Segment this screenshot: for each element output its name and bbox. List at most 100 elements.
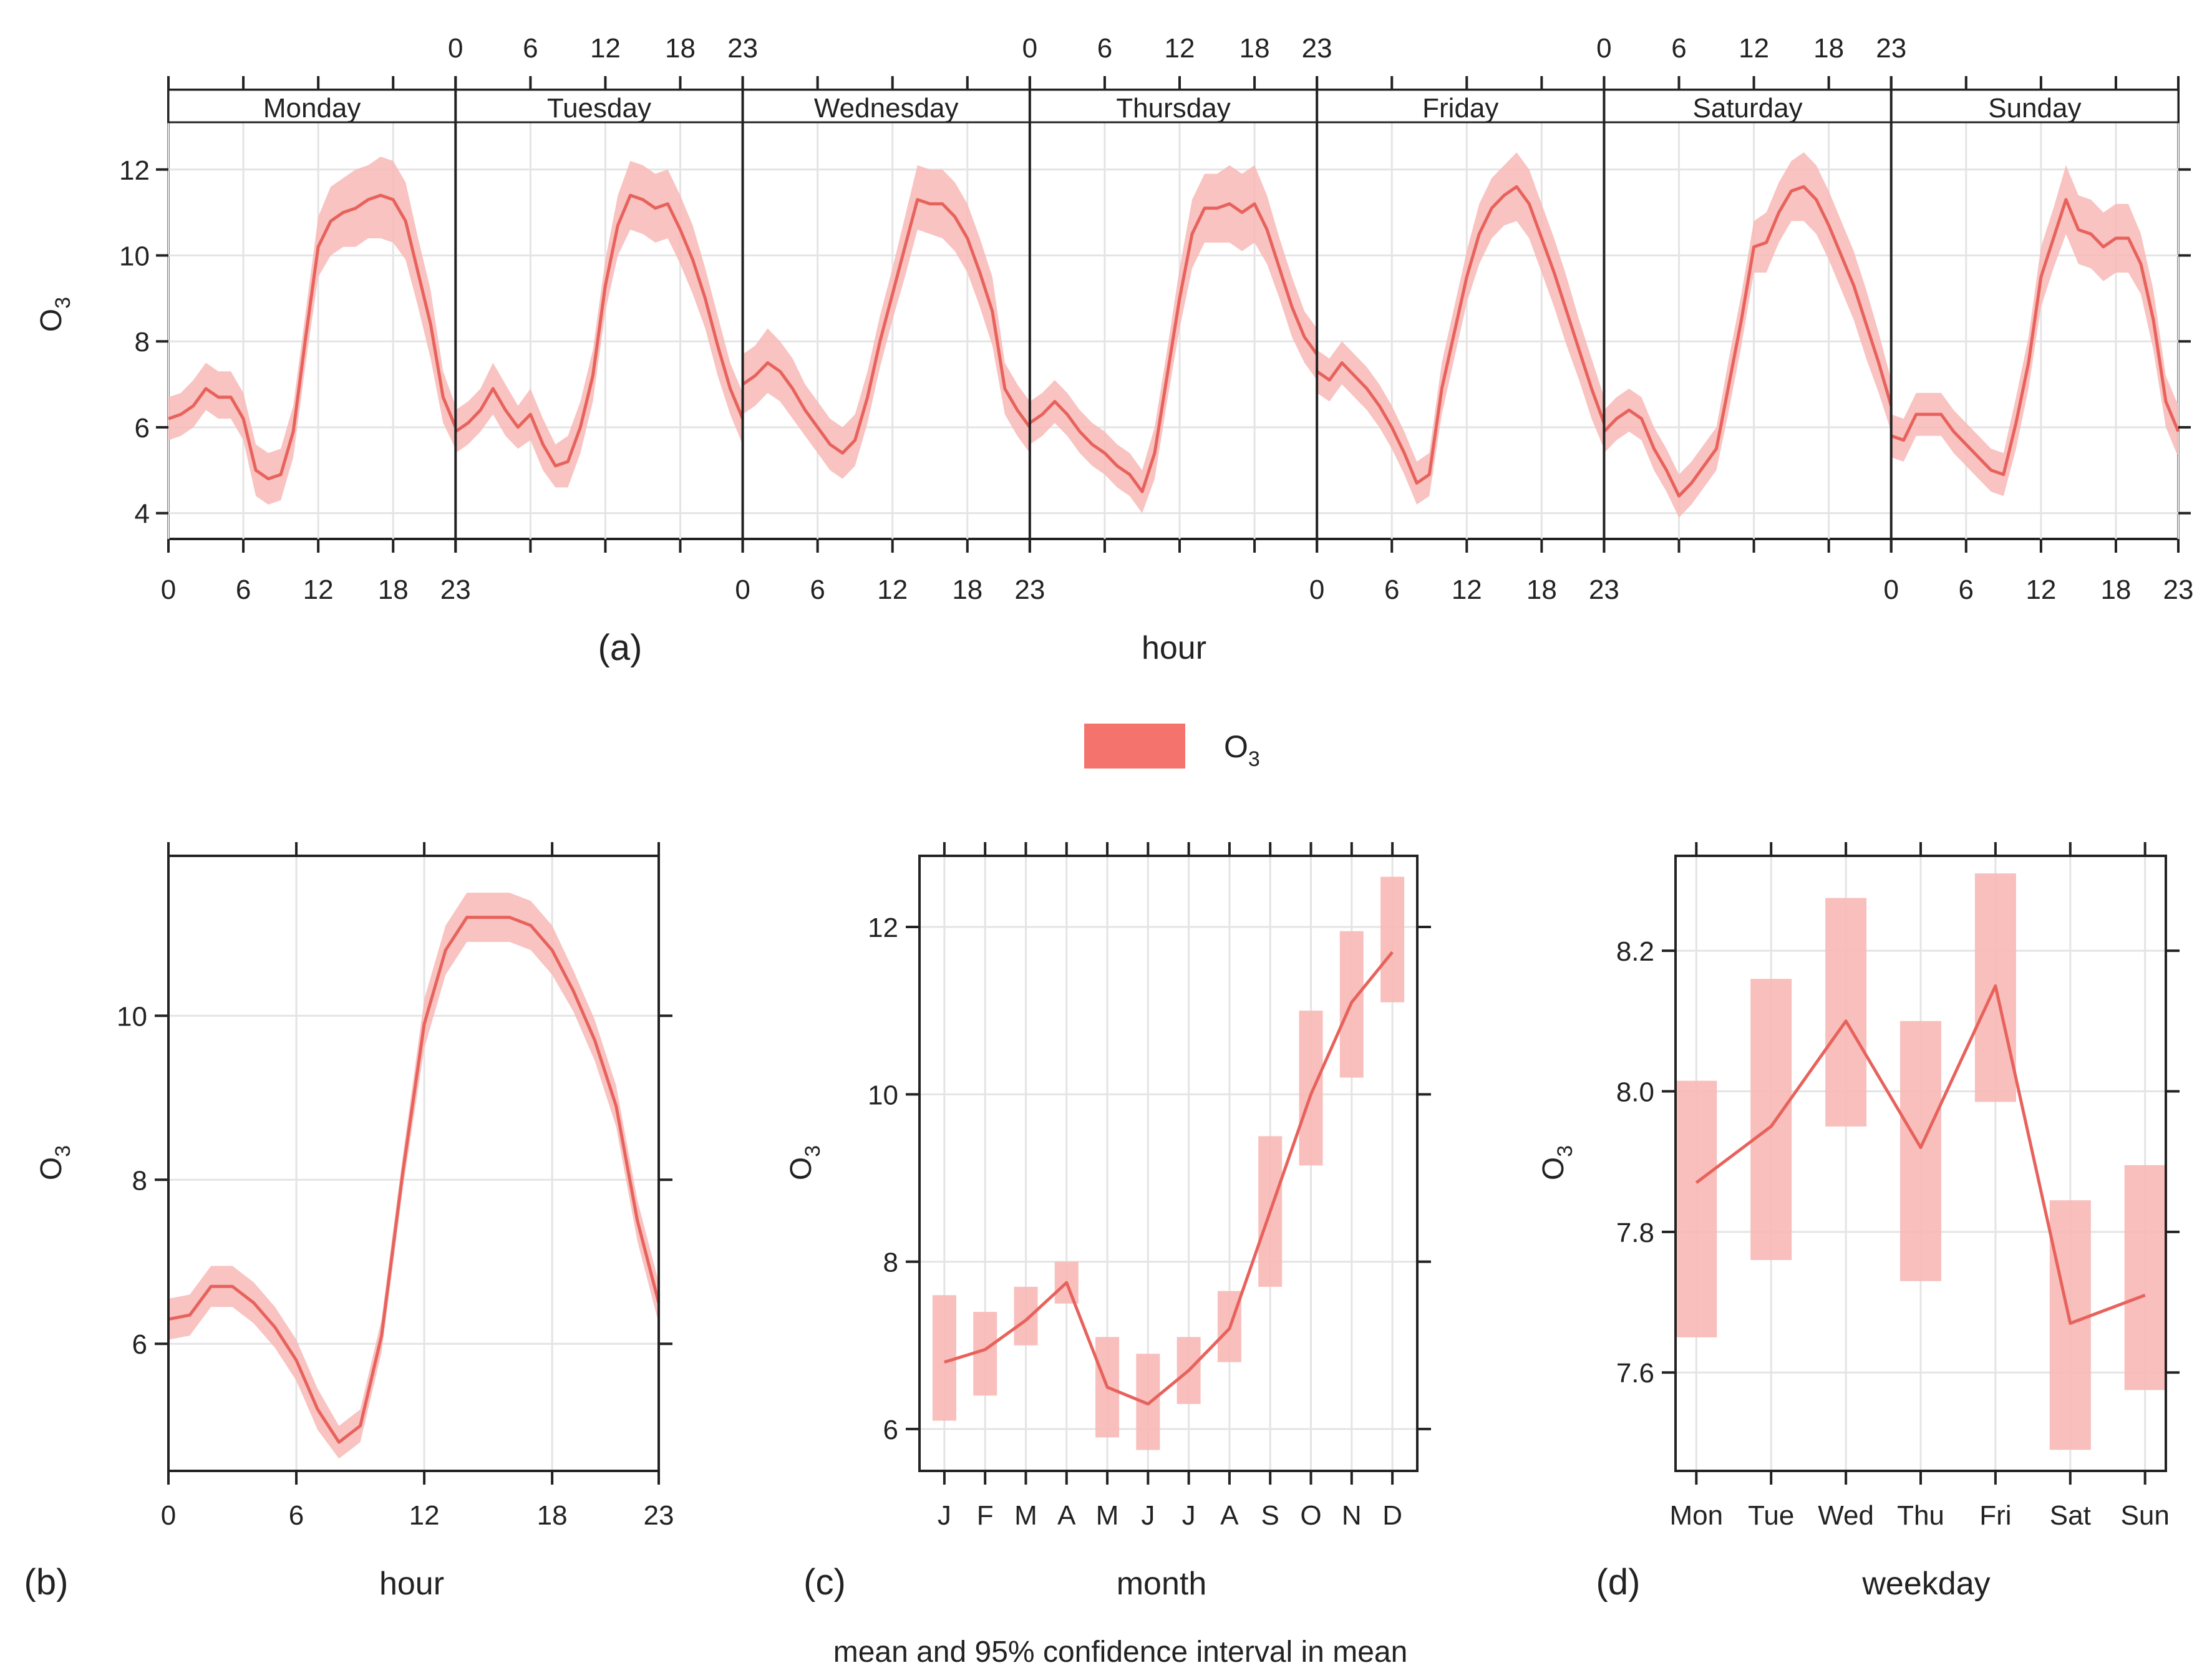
c-ci-bar-d-11 [1380,876,1405,1002]
panel-c-label: (c) [803,1562,846,1603]
x-tick-label-top: 23 [1302,33,1332,64]
c-y-tick-label: 8 [883,1248,898,1278]
panel-b-mean-line [168,916,661,1444]
panel-a-label: (a) [598,628,643,668]
panel-a-xlabel: hour [1142,630,1206,666]
x-tick-label-bottom: 18 [378,575,409,605]
d-x-tick-label: Thu [1897,1500,1944,1531]
legend-label: O3 [1224,729,1260,771]
c-x-tick-label: D [1382,1500,1402,1531]
x-tick-label-bottom: 6 [1384,575,1399,605]
x-tick-label-bottom: 23 [1014,575,1045,605]
x-tick-label-bottom: 18 [952,575,982,605]
d-ci-bar-sun-6 [2124,1165,2166,1390]
x-tick-label-bottom: 23 [2163,575,2194,605]
band-monday [168,157,456,505]
c-y-tick-label: 10 [868,1080,898,1110]
panel-a-ylabel-sub: 3 [51,297,75,309]
panel-d-mean-line [1695,984,2146,1325]
x-tick-label-bottom: 12 [877,575,908,605]
panel-b-label: (b) [24,1562,69,1603]
mean-line-monday [168,193,457,481]
band-friday [1317,152,1604,505]
panel-b-y-axis: 6 8 10 [117,1001,672,1360]
strip-saturday [1603,89,1893,124]
strip-label-tuesday: Tuesday [547,93,651,124]
d-y-tick-label: 7.8 [1616,1218,1654,1248]
c-x-tick-label: J [1141,1500,1155,1531]
x-tick-label-bottom: 12 [303,575,334,605]
c-y-tick-label: 12 [868,913,898,943]
b-mean-line [168,916,661,1444]
panel-a-mean-lines [168,185,2180,498]
x-tick-label-top: 18 [1813,33,1844,64]
x-tick-label-top: 0 [1022,33,1037,64]
figure-title: mean and 95% confidence interval in mean [833,1636,1408,1669]
x-tick-label-bottom: 6 [810,575,825,605]
x-tick-label-bottom: 23 [440,575,471,605]
panel-a-strips: Monday Tuesday Wednesday Thursday Friday Satu… [167,89,2180,124]
d-x-tick-label: Mon [1670,1500,1724,1531]
c-x-tick-label: J [1182,1500,1196,1531]
x-tick-label-bottom: 23 [1589,575,1619,605]
c-x-tick-label: F [977,1500,994,1531]
b-x-tick-label: 0 [161,1500,176,1531]
panel-b-ylabel: O3 [35,1145,75,1180]
y-tick-label: 8 [135,327,150,357]
strip-label-sunday: Sunday [1988,93,2081,124]
b-y-tick-label: 8 [132,1165,147,1196]
mean-line-sunday [1890,198,2180,477]
panel-d-confidence-bars [1676,873,2166,1450]
x-tick-label-top: 18 [1239,33,1270,64]
c-x-tick-label: J [938,1500,951,1531]
x-tick-label-top: 12 [590,33,621,64]
x-tick-label-bottom: 0 [1883,575,1898,605]
panel-b-confidence-band [168,893,659,1459]
d-ci-bar-mon-0 [1676,1080,1717,1337]
mean-line-tuesday [454,193,744,468]
panel-c-confidence-bars [932,876,1405,1450]
y-tick-label: 12 [119,155,150,186]
strip-thursday [1029,89,1318,124]
c-x-tick-label: N [1342,1500,1362,1531]
b-y-tick-label: 10 [117,1001,147,1032]
panel-b-ylabel-sub: 3 [51,1145,75,1157]
strip-label-thursday: Thursday [1116,93,1230,124]
x-tick-label-top: 12 [1739,33,1769,64]
d-ci-bar-sat-5 [2049,1200,2091,1450]
mean-line-thursday [1029,202,1319,493]
mean-line-friday [1316,185,1606,485]
b-y-tick-label: 6 [132,1329,147,1360]
strip-label-wednesday: Wednesday [814,93,959,124]
panel-b-x-axis: 0 6 12 18 23 [161,842,674,1531]
y-tick-label: 4 [135,499,150,530]
legend: O3 [1084,724,1260,771]
x-tick-label-bottom: 6 [236,575,251,605]
panel-c-frame [918,855,1419,1472]
strip-label-friday: Friday [1422,93,1498,124]
x-tick-label-bottom: 0 [735,575,750,605]
d-ci-bar-thu-3 [1900,1021,1941,1281]
strip-label-saturday: Saturday [1693,93,1803,124]
panel-a-ylabel: O3 [35,297,75,332]
d-x-tick-label: Fri [1979,1500,2011,1531]
x-tick-label-top: 18 [665,33,696,64]
strip-monday [167,89,457,124]
x-tick-label-top: 23 [727,33,758,64]
strip-label-monday: Monday [263,93,361,124]
b-x-tick-label: 18 [537,1500,568,1531]
panel-d-y-axis: 7.6 7.8 8.0 8.2 [1616,936,2180,1389]
d-ci-bar-tue-1 [1750,979,1792,1260]
x-tick-label-top: 6 [1097,33,1112,64]
c-x-tick-label: M [1014,1500,1037,1531]
legend-label-sub: 3 [1248,747,1260,771]
panel-c-xlabel: month [1117,1566,1207,1602]
band-saturday [1604,152,1891,518]
x-tick-label-bottom: 12 [2025,575,2056,605]
panel-d-xlabel: weekday [1861,1566,1990,1602]
x-tick-label-bottom: 0 [161,575,176,605]
panel-b-xlabel: hour [379,1566,444,1602]
d-x-tick-label: Tue [1748,1500,1794,1531]
